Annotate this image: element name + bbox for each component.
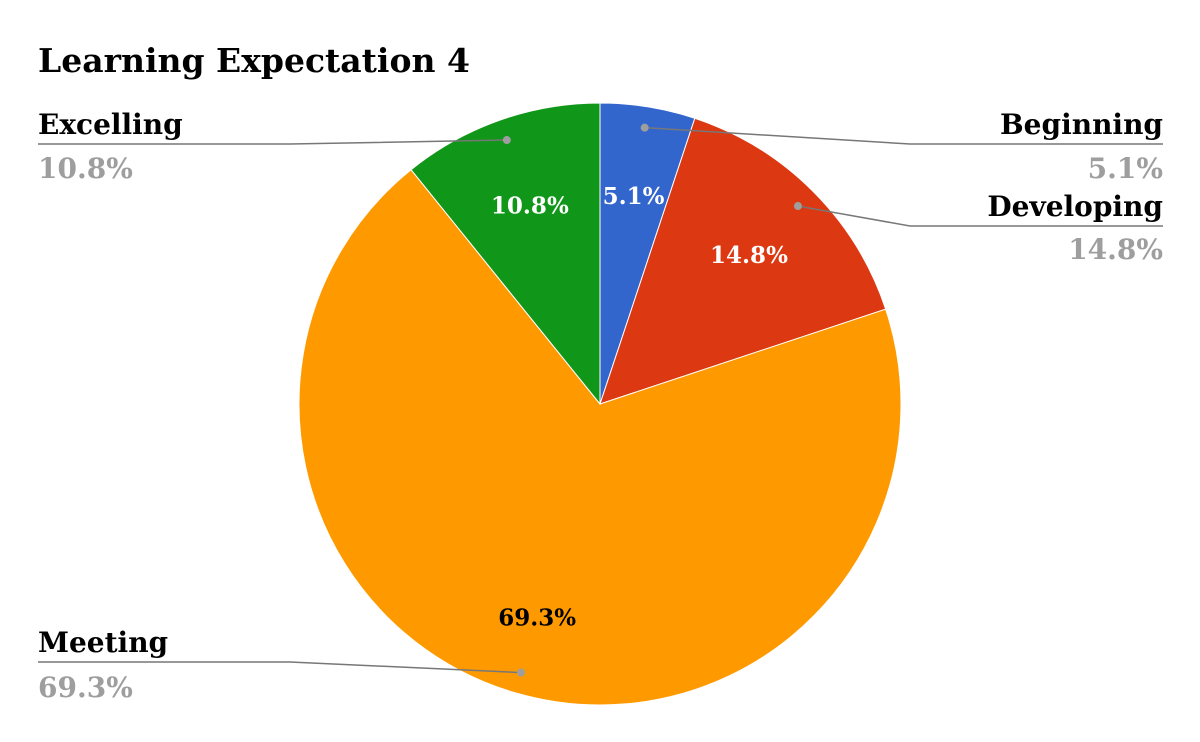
chart-title: Learning Expectation 4 (38, 41, 470, 80)
leader-line-developing (797, 205, 1163, 227)
leader-line-meeting (38, 661, 522, 674)
callout-pct-meeting: 69.3% (38, 671, 133, 704)
slice-label-excelling: 10.8% (491, 192, 569, 219)
pie-slices (298, 102, 902, 706)
leader-dot-excelling (502, 136, 511, 145)
leader-line-beginning (644, 126, 1163, 145)
callout-name-excelling: Excelling (38, 108, 183, 141)
callout-name-beginning: Beginning (1000, 108, 1163, 141)
leader-dot-meeting (517, 668, 526, 677)
callout-pct-excelling: 10.8% (38, 152, 133, 185)
leader-dot-beginning (640, 123, 649, 132)
slice-label-developing: 14.8% (710, 242, 788, 269)
callout-pct-developing: 14.8% (1068, 233, 1163, 266)
slice-excelling[interactable] (410, 102, 601, 406)
callout-name-developing: Developing (987, 190, 1163, 223)
callout-name-meeting: Meeting (38, 626, 168, 659)
callout-pct-beginning: 5.1% (1088, 152, 1163, 185)
pie-slice-labels: 5.1% 14.8% 69.3% 10.8% (491, 183, 788, 632)
leader-dot-developing (793, 202, 802, 211)
slice-meeting[interactable] (298, 168, 902, 706)
slice-label-meeting: 69.3% (498, 605, 576, 632)
leader-line-excelling (38, 139, 507, 145)
slice-label-beginning: 5.1% (603, 183, 665, 210)
pie-callouts: Beginning 5.1% Developing 14.8% Meeting 69.3%… (38, 108, 1163, 704)
